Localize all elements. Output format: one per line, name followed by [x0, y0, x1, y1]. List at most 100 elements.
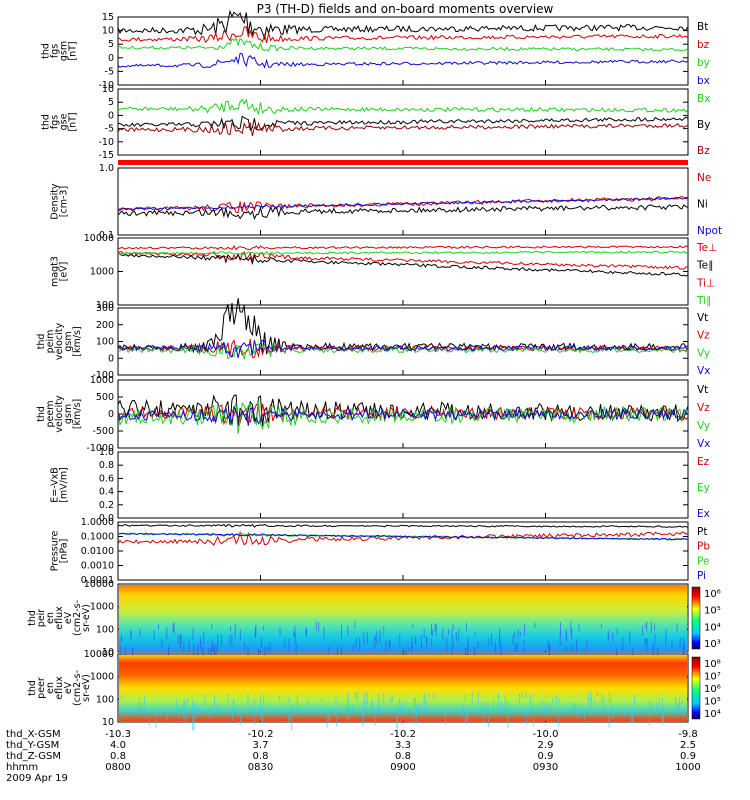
legend-label: Vx: [697, 438, 710, 450]
y-axis-label: thdfgsgsm[nT]: [41, 41, 79, 61]
y-axis-label-line: Density: [50, 183, 61, 219]
footer-value: -9.8: [678, 729, 698, 740]
panel-2: [118, 160, 688, 165]
y-tick-label: 0.0001: [81, 575, 114, 586]
series-line-by: [117, 36, 689, 52]
y-tick-label: 0: [108, 353, 114, 364]
legend-label: Pt: [697, 526, 707, 538]
series-line-Vx: [117, 339, 689, 359]
y-axis-label-line: gsm: [63, 331, 74, 351]
y-tick-label: 1000: [90, 672, 114, 683]
y-axis-label-line: [nT]: [68, 112, 79, 131]
panel-8: 1.0000 0.1000 0.0100 0.0010 0.0001 Pressure[n…: [50, 517, 711, 586]
y-axis-label-line: gsm: [63, 404, 74, 424]
legend-label: Te∥: [696, 260, 713, 272]
series-line-Npot: [117, 196, 688, 211]
legend-label: Bz: [697, 145, 710, 157]
y-tick-label: 100: [96, 624, 114, 635]
y-axis-label-line: (cm2-s-: [72, 600, 83, 636]
series-line-Bt: [117, 9, 689, 41]
y-tick-label: 500: [96, 392, 114, 403]
y-tick-label: 1.0000: [81, 517, 114, 528]
series-line-Te⊥: [117, 251, 689, 270]
y-tick-label: 0.0010: [81, 561, 114, 572]
footer-value: 3.7: [253, 740, 269, 751]
y-tick-label: 10000: [84, 579, 114, 590]
status-bar: [118, 160, 688, 165]
y-tick-label: 1000: [90, 602, 114, 613]
colorbar-label: 10⁸: [704, 659, 721, 670]
series-line-Vx: [117, 406, 689, 426]
footer-row-label: thd_Y-GSM: [6, 740, 59, 751]
series-line-bz: [117, 26, 689, 44]
legend-label: Vx: [697, 365, 710, 377]
y-axis-label-line: thd: [36, 406, 47, 422]
spectrogram: [119, 585, 687, 651]
series-line-Vy: [117, 341, 689, 360]
y-tick-label: 0.0: [99, 513, 114, 524]
series-line-Pt: [117, 523, 689, 528]
y-tick-label: -10: [98, 137, 114, 148]
legend-label: Pb: [697, 541, 710, 553]
y-axis-label-line: thd: [41, 43, 52, 59]
y-axis-label-line: [km/s]: [72, 399, 83, 429]
legend-label: Ex: [697, 508, 710, 520]
legend-label: bz: [697, 39, 710, 51]
footer-value: -10.2: [390, 729, 416, 740]
series-line-By: [117, 115, 689, 132]
legend-label: Ti⊥: [696, 277, 715, 289]
y-axis-label-line: magt3: [50, 256, 61, 287]
y-tick-label: 15: [102, 12, 114, 23]
y-tick-label: 0: [108, 409, 114, 420]
footer-value: 4.0: [110, 740, 126, 751]
y-axis-label-line: [mV/m]: [59, 467, 70, 503]
panel-4: 10000 1000 100 magt3[eV] Te⊥ Te∥ Ti⊥ Ti∥: [50, 233, 718, 311]
y-axis-label-line: (cm2-s-: [72, 670, 83, 706]
y-tick-label: 0.0100: [81, 546, 114, 557]
footer-value: 0.9: [538, 751, 554, 762]
panel-frame: [117, 521, 689, 581]
legend-label: Ey: [697, 482, 710, 494]
y-axis-label: magt3[eV]: [50, 256, 70, 287]
colorbar: [691, 656, 701, 720]
y-tick-label: -10: [98, 80, 114, 91]
y-axis-label-line: eV: [63, 611, 74, 624]
colorbar-label: 10⁵: [704, 606, 721, 617]
y-tick-label: 200: [96, 320, 114, 331]
y-tick-label: 0.1000: [81, 532, 114, 543]
footer-value: 0800: [105, 762, 130, 773]
y-axis-label: thdpeerenefluxeV(cm2-s-sr-eV): [27, 670, 92, 706]
series-line-Bx: [117, 98, 689, 115]
y-tick-label: 0.4: [99, 487, 114, 498]
panel-10: 10000 1000 100 10 thdpeerenefluxeV(cm2-s-sr-…: [27, 649, 721, 731]
y-axis-label: Pressure[nPa]: [50, 531, 70, 572]
panel-frame: [117, 307, 689, 376]
footer-value: 2.9: [538, 740, 554, 751]
y-tick-label: 5: [108, 39, 114, 50]
footer-row-label: hhmm: [6, 762, 38, 773]
y-axis-label-line: thd: [27, 680, 38, 696]
y-axis-label-line: fgs: [50, 115, 61, 129]
footer-row-label: thd_Z-GSM: [6, 751, 61, 762]
y-axis-label: E=-VxB[mV/m]: [50, 467, 70, 503]
legend-label: Bx: [697, 93, 710, 105]
legend-label: Vt: [697, 312, 708, 324]
colorbar-label: 10⁴: [704, 622, 721, 633]
legend-label: Ti∥: [696, 295, 711, 307]
y-tick-label: 0: [108, 53, 114, 64]
y-tick-label: 10: [102, 717, 114, 728]
y-tick-label: 0.2: [99, 500, 114, 511]
series-line-Ni: [117, 203, 689, 221]
spectrogram: [119, 655, 687, 721]
legend-label: Npot: [697, 225, 722, 237]
figure-title: P3 (TH-D) fields and on-board moments ov…: [257, 2, 554, 16]
y-tick-label: -500: [92, 426, 114, 437]
colorbar: [691, 586, 701, 650]
y-axis-label-line: [km/s]: [72, 326, 83, 356]
y-tick-label: 5: [108, 97, 114, 108]
y-axis-label-line: [nT]: [68, 41, 79, 60]
panel-frame: [117, 167, 689, 236]
series-line-Bz: [117, 121, 689, 137]
y-tick-label: -100: [92, 370, 114, 381]
y-axis-label-line: E=-VxB: [50, 467, 61, 502]
